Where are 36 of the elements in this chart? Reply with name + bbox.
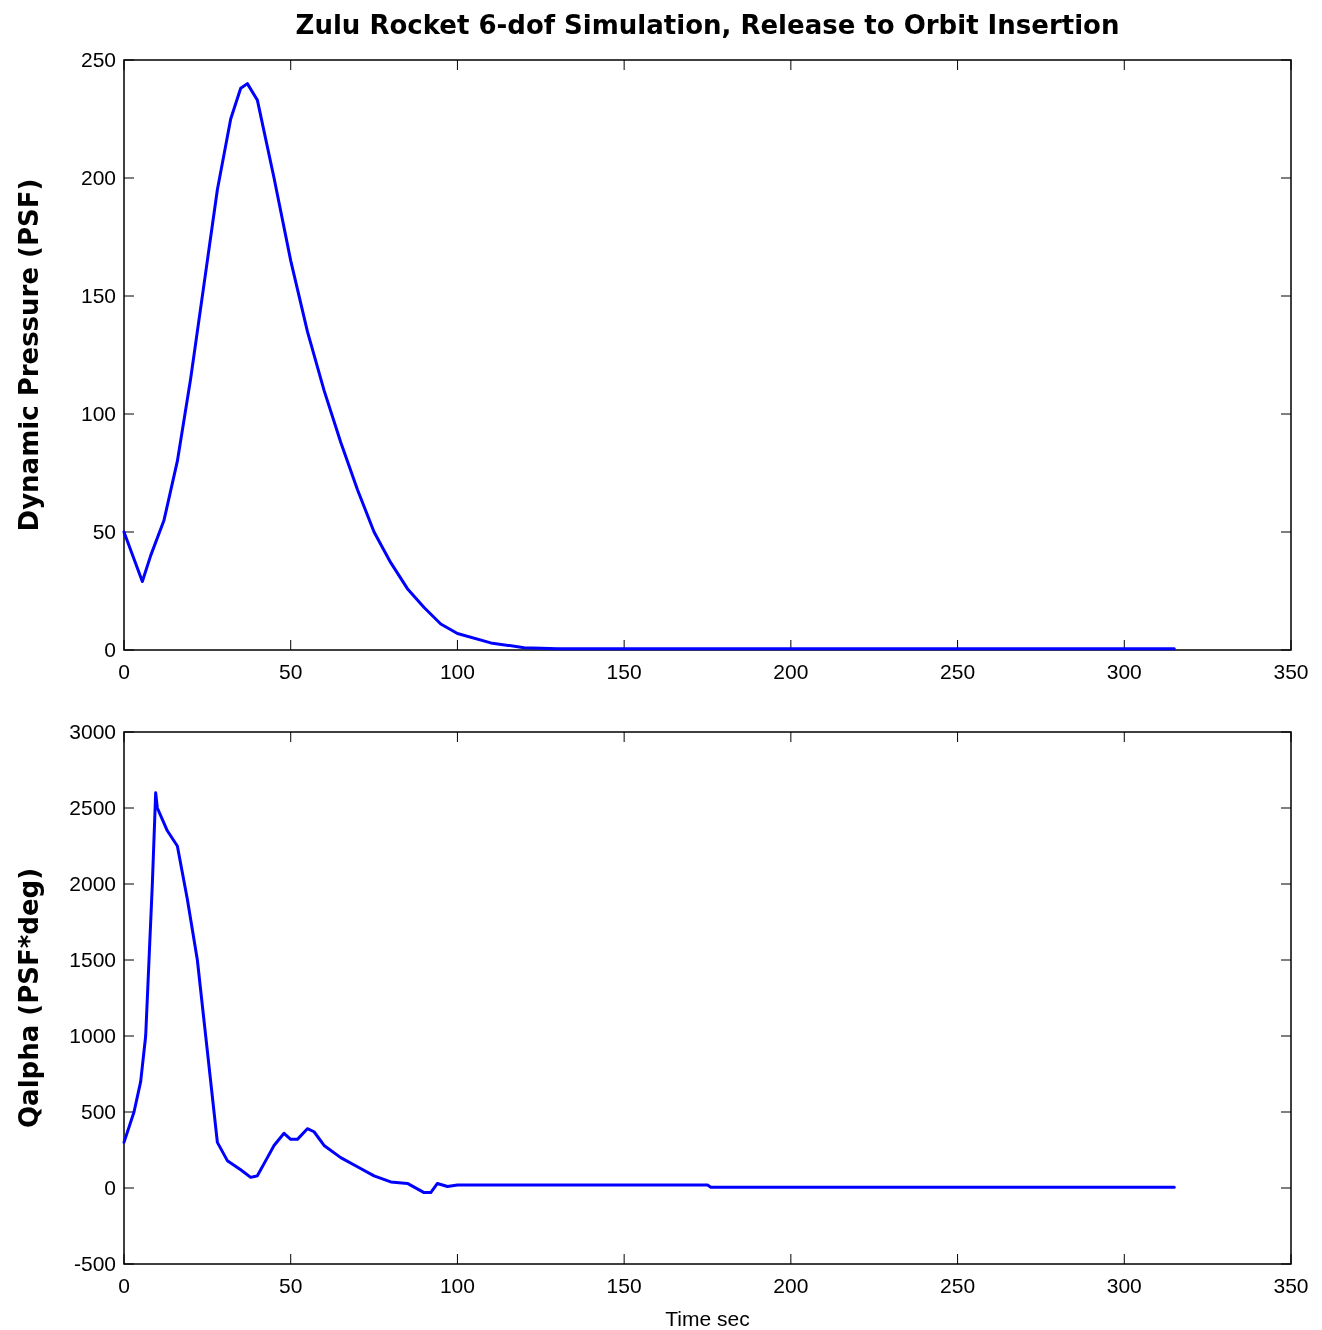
x-tick-label: 200 [773, 660, 809, 683]
x-tick-label: 200 [773, 1274, 809, 1297]
line-series [122, 82, 1176, 651]
x-tick-label: 0 [118, 1274, 130, 1297]
x-tick-label: 300 [1106, 1274, 1142, 1297]
y-axis-title: Qalpha (PSF*deg) [14, 867, 44, 1129]
x-tick-label: 0 [118, 660, 130, 683]
x-tick-label: 350 [1273, 660, 1309, 683]
y-tick-label: 0 [104, 1176, 116, 1199]
x-tick-label: 100 [439, 660, 475, 683]
y-tick-label: 2000 [69, 872, 116, 895]
x-tick-label: 150 [606, 660, 642, 683]
x-tick-label: 150 [606, 1274, 642, 1297]
chart-title: Zulu Rocket 6-dof Simulation, Release to Orbit Insertion [295, 10, 1120, 40]
y-tick-label: -500 [73, 1252, 116, 1275]
x-axis-title: Time sec [665, 1307, 750, 1330]
y-axis-title: Dynamic Pressure (PSF) [14, 178, 44, 532]
y-tick-label: 200 [80, 166, 116, 189]
x-tick-label: 300 [1106, 660, 1142, 683]
y-tick-label: 0 [104, 638, 116, 661]
y-tick-label: 250 [80, 48, 116, 71]
y-tick-label: 3000 [69, 720, 116, 743]
x-tick-label: 250 [940, 660, 976, 683]
x-tick-label: 350 [1273, 1274, 1309, 1297]
y-tick-label: 1000 [69, 1024, 116, 1047]
y-tick-label: 2500 [69, 796, 116, 819]
y-tick-label: 150 [80, 284, 116, 307]
y-tick-label: 1500 [69, 948, 116, 971]
x-tick-label: 100 [439, 1274, 475, 1297]
y-tick-label: 500 [80, 1100, 116, 1123]
line-series [122, 791, 1176, 1195]
x-tick-label: 250 [940, 1274, 976, 1297]
x-tick-label: 50 [279, 660, 303, 683]
x-tick-label: 50 [279, 1274, 303, 1297]
y-tick-label: 50 [92, 520, 116, 543]
y-tick-label: 100 [80, 402, 116, 425]
